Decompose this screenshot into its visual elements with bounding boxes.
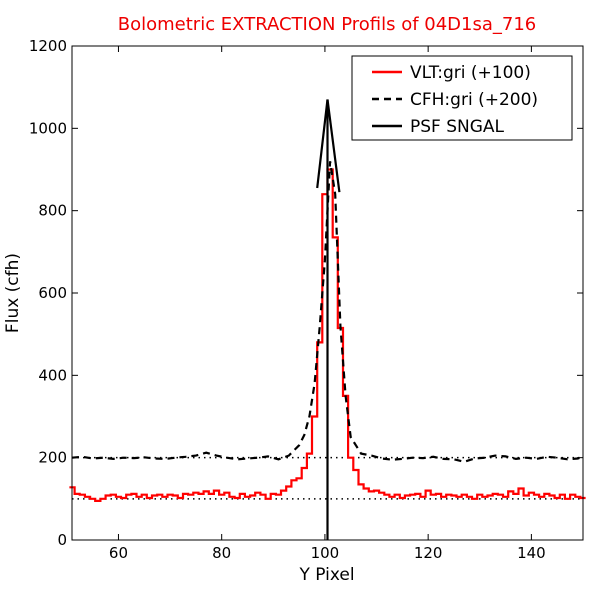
series-layer: [69, 99, 586, 540]
x-tick-label: 120: [414, 544, 443, 562]
x-axis: 60 80 100 120 140: [109, 46, 546, 562]
x-tick-label: 140: [517, 544, 546, 562]
y-tick-label: 600: [38, 284, 67, 302]
chart-title: Bolometric EXTRACTION Profils of 04D1sa_…: [118, 14, 537, 35]
y-tick-label: 1200: [29, 37, 67, 55]
x-tick-label: 100: [311, 544, 340, 562]
y-tick-label: 800: [38, 202, 67, 220]
y-axis-label: Flux (cfh): [3, 253, 23, 333]
y-axis: 0 200 400 600 800 1000 1200: [29, 37, 583, 549]
x-axis-label: Y Pixel: [298, 565, 354, 585]
legend-label-vlt: VLT:gri (+100): [410, 63, 531, 83]
series-psf-line: [316, 99, 341, 193]
legend-label-cfh: CFH:gri (+200): [410, 90, 538, 110]
legend: VLT:gri (+100) CFH:gri (+200) PSF SNGAL: [351, 55, 573, 141]
y-tick-label: 200: [38, 449, 67, 467]
y-tick-label: 1000: [29, 119, 67, 137]
y-tick-label: 0: [57, 531, 67, 549]
x-tick-label: 80: [212, 544, 231, 562]
y-tick-label: 400: [38, 366, 67, 384]
legend-label-psf: PSF SNGAL: [410, 117, 505, 137]
series-cfh-line: [71, 161, 584, 463]
x-tick-label: 60: [109, 544, 128, 562]
